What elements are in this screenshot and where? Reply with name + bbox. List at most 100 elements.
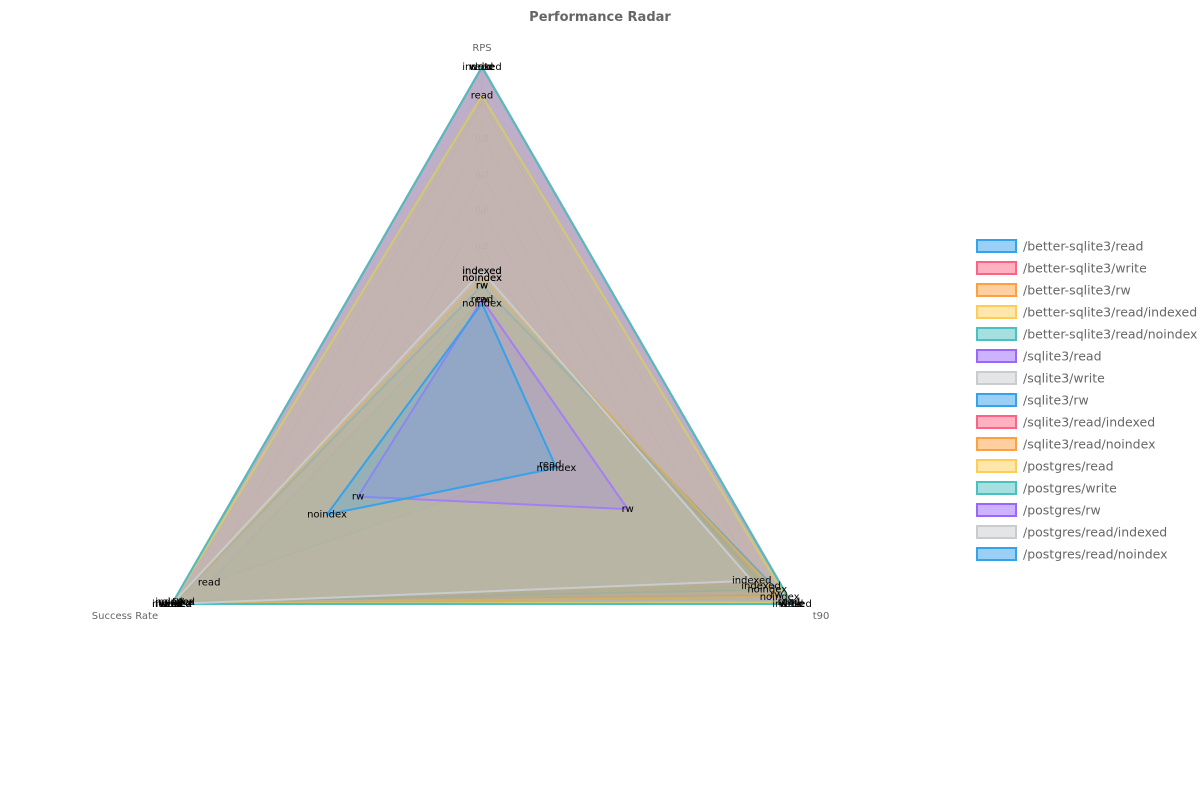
legend-item[interactable]: /postgres/read [976,459,1114,474]
legend-item[interactable]: /sqlite3/read [976,349,1102,364]
legend-label: /better-sqlite3/read/noindex [1023,327,1197,342]
legend-label: /sqlite3/read [1023,349,1102,364]
data-point-label: read [781,599,804,610]
data-point-label: noindex [747,585,787,596]
legend-swatch [976,393,1017,407]
legend-label: /postgres/read/indexed [1023,525,1167,540]
data-point-label: noindex [536,463,576,474]
data-point-label: rw [476,295,488,306]
legend-swatch [976,459,1017,473]
data-point-label: write [159,599,184,610]
legend-item[interactable]: /postgres/write [976,481,1117,496]
data-point-label: write [469,62,494,73]
data-point-label: read [471,91,494,102]
series-area [356,298,629,511]
legend-swatch [976,547,1017,561]
legend-label: /postgres/read [1023,459,1114,474]
data-point-label: write [779,599,804,610]
legend-label: /sqlite3/rw [1023,393,1089,408]
data-point-label: read [471,62,494,73]
data-point-label: noindex [155,597,195,608]
data-point-label: noindex [462,273,502,284]
legend-label: /sqlite3/read/indexed [1023,415,1155,430]
data-point-label: noindex [307,510,347,521]
axis-label: t90 [813,611,830,622]
data-point-label: rw [352,492,364,503]
legend-label: /better-sqlite3/rw [1023,283,1131,298]
legend-swatch [976,283,1017,297]
legend-item[interactable]: /better-sqlite3/read/noindex [976,327,1197,342]
data-point-label: read [161,599,184,610]
tick-label: 0.1 [475,385,489,395]
legend-item[interactable]: /better-sqlite3/rw [976,283,1131,298]
data-point-label: indexed [462,62,502,73]
data-point-label: indexed [462,266,502,277]
grid-ring [233,137,731,569]
tick-label: 0.8 [475,135,490,145]
data-point-label: read [198,578,221,589]
legend-label: /postgres/rw [1023,503,1101,518]
legend-item[interactable]: /sqlite3/rw [976,393,1089,408]
data-point-label: indexed [152,599,192,610]
legend-label: /better-sqlite3/write [1023,261,1147,276]
legend-item[interactable]: /postgres/rw [976,503,1101,518]
series-area [170,66,794,605]
legend-item[interactable]: /postgres/read/noindex [976,547,1168,562]
data-point-label: read [539,459,562,470]
tick-label: 0.2 [475,349,489,359]
legend-label: /sqlite3/write [1023,371,1105,386]
data-point-label: rw [476,280,488,291]
grid-ring [264,173,700,551]
legend-item[interactable]: /postgres/read/indexed [976,525,1167,540]
legend-swatch [976,261,1017,275]
legend-swatch [976,437,1017,451]
data-point-label: noindex [152,599,192,610]
legend-item[interactable]: /better-sqlite3/read [976,239,1143,254]
legend-swatch [976,371,1017,385]
grid-ring [419,352,545,462]
data-point-label: indexed [462,266,502,277]
axis-label: RPS [472,43,491,54]
radar-point-labels: readreadreadwritewritewriterwrwrwindexed… [152,62,812,610]
series-area [325,302,558,516]
data-point-label: rw [783,597,795,608]
grid-ring [450,388,514,444]
data-point-label: write [159,599,184,610]
data-point-label: indexed [732,576,772,587]
legend-item[interactable]: /better-sqlite3/write [976,261,1147,276]
tick-label: 0.4 [475,278,490,288]
series-area [170,277,781,605]
legend-item[interactable]: /better-sqlite3/read/indexed [976,305,1197,320]
data-point-label: write [469,62,494,73]
radar-axis-labels: RPS t90 Success Rate [92,43,830,622]
data-point-label: noindex [462,273,502,284]
grid-ring [202,101,762,587]
legend-swatch [976,349,1017,363]
data-point-label: write [159,599,184,610]
legend-swatch [976,415,1017,429]
legend-item[interactable]: /sqlite3/read/noindex [976,437,1156,452]
legend-label: /better-sqlite3/read/indexed [1023,305,1197,320]
axis-label: Success Rate [92,611,158,622]
series-area [170,270,753,605]
data-point-label: indexed [152,599,192,610]
data-point-label: noindex [760,592,800,603]
legend-label: /postgres/write [1023,481,1117,496]
data-point-label: rw [172,595,184,606]
data-point-label: write [779,599,804,610]
legend-swatch [976,327,1017,341]
data-point-label: read [161,599,184,610]
legend-item[interactable]: /sqlite3/write [976,371,1105,386]
data-point-label: read [471,295,494,306]
tick-label: 0.3 [475,314,489,324]
legend-swatch [976,239,1017,253]
tick-label: 0.9 [475,99,490,109]
tick-label: 0.7 [475,170,489,180]
data-point-label: indexed [772,599,812,610]
data-point-label: write [469,62,494,73]
data-point-label: rw [770,590,782,601]
legend-item[interactable]: /sqlite3/read/indexed [976,415,1155,430]
data-point-label: indexed [155,597,195,608]
grid-ring [388,316,576,480]
